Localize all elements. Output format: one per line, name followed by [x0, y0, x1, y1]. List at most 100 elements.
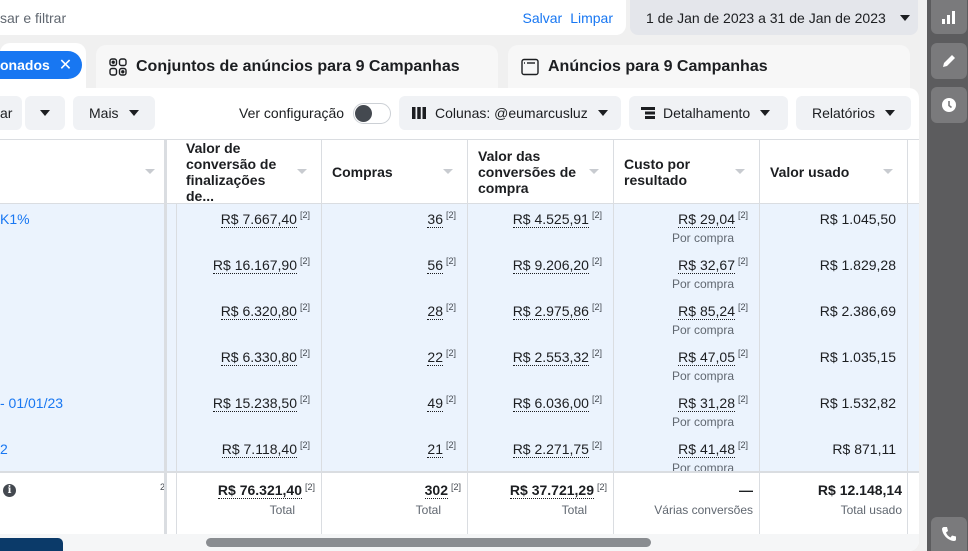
value[interactable]: R$ 31,28	[678, 395, 735, 412]
value[interactable]: R$ 2.271,75	[512, 441, 589, 458]
value[interactable]: 22	[427, 349, 443, 366]
edit-button[interactable]	[931, 43, 967, 79]
value[interactable]: R$ 37.721,29	[509, 482, 594, 499]
campaign-name-link[interactable]: 2	[0, 441, 8, 457]
bar-chart-icon	[942, 11, 955, 24]
right-side-rail	[927, 0, 968, 551]
total-purchase-value: R$ 37.721,29 [2] Total	[468, 473, 607, 539]
value[interactable]: R$ 2.975,86	[512, 303, 589, 320]
column-header-checkout-value[interactable]: Valor de conversão de finalizações de...	[176, 140, 322, 204]
frozen-column-divider[interactable]	[164, 139, 167, 537]
chevron-down-icon	[760, 110, 771, 116]
table-row[interactable]: R$ 6.320,80 [2] 28 [2] R$ 2.975,86 [2] R$ 8…	[0, 296, 919, 342]
total-label: Várias conversões	[654, 503, 753, 517]
value[interactable]: R$ 6.330,80	[220, 349, 297, 366]
value[interactable]: R$ 15.238,50	[212, 395, 297, 412]
total-purchases: 302 [2] Total	[322, 473, 461, 539]
value[interactable]: R$ 29,04	[678, 211, 735, 228]
value[interactable]: 28	[427, 303, 443, 320]
attribution-mark: [2]	[596, 482, 607, 492]
breakdown-button[interactable]: Detalhamento	[629, 96, 788, 130]
search-input[interactable]	[0, 0, 523, 35]
divider	[907, 473, 908, 537]
table-row[interactable]: - 01/01/23 R$ 15.238,50 [2] 49 [2] R$ 6.03…	[0, 388, 919, 434]
more-button[interactable]: Mais	[73, 96, 155, 130]
sort-icon[interactable]	[443, 169, 453, 174]
value[interactable]: R$ 41,48	[678, 441, 735, 458]
divider	[613, 473, 614, 537]
clear-filter-link[interactable]: Limpar	[570, 9, 613, 26]
value[interactable]: R$ 2.553,32	[512, 349, 589, 366]
value[interactable]: 302	[424, 482, 448, 499]
value[interactable]: R$ 7.667,40	[220, 211, 297, 228]
selected-filter-chip[interactable]: onados ✕	[0, 51, 83, 79]
info-icon[interactable]: i	[3, 484, 16, 497]
value[interactable]: R$ 6.320,80	[220, 303, 297, 320]
bottom-bar-button[interactable]	[0, 538, 63, 551]
value[interactable]: R$ 7.118,40	[221, 441, 297, 458]
scrollbar-thumb[interactable]	[206, 538, 651, 547]
value[interactable]: R$ 4.525,91	[512, 211, 589, 228]
attribution-mark: [2]	[445, 440, 456, 450]
close-icon[interactable]: ✕	[58, 57, 73, 74]
amount-spent-cell: R$ 1.035,15	[760, 342, 896, 388]
total-label: Total usado	[840, 503, 902, 517]
columns-icon	[412, 107, 426, 119]
sort-icon[interactable]	[145, 169, 155, 174]
value[interactable]: 36	[427, 211, 443, 228]
charts-button[interactable]	[931, 0, 967, 34]
total-cost-per-result: — Várias conversões	[614, 473, 753, 539]
table-row[interactable]: 2 R$ 7.118,40 [2] 21 [2] R$ 2.271,75 [2] R$…	[0, 434, 919, 471]
sort-icon[interactable]	[735, 169, 745, 174]
attribution-mark: [2]	[299, 256, 310, 266]
table-row[interactable]: R$ 6.330,80 [2] 22 [2] R$ 2.553,32 [2] R$ 4…	[0, 342, 919, 388]
value[interactable]: R$ 16.167,90	[212, 257, 297, 274]
history-button[interactable]	[931, 87, 967, 123]
value[interactable]: 21	[427, 441, 443, 458]
result-type: Por compra	[671, 461, 734, 471]
columns-button[interactable]: Colunas: @eumarcusluz	[399, 96, 621, 130]
value[interactable]: R$ 9.206,20	[512, 257, 589, 274]
sort-icon[interactable]	[883, 169, 893, 174]
value[interactable]: 49	[427, 395, 443, 412]
edit-dropdown-button[interactable]	[25, 96, 65, 130]
value[interactable]: 56	[427, 257, 443, 274]
date-range-picker[interactable]: 1 de Jan de 2023 a 31 de Jan de 2023	[630, 0, 918, 35]
chip-label: onados	[0, 57, 50, 73]
search-bar: Salvar Limpar	[0, 0, 626, 35]
table-header: Valor de conversão de finalizações de...…	[0, 139, 919, 204]
attribution-mark: [2]	[299, 348, 310, 358]
value[interactable]: R$ 32,67	[678, 257, 735, 274]
value: —	[739, 482, 753, 498]
value[interactable]: R$ 6.036,00	[512, 395, 589, 412]
campaign-name-link[interactable]: K1%	[0, 211, 30, 227]
value[interactable]: R$ 47,05	[678, 349, 735, 366]
tab-ads[interactable]: Anúncios para 9 Campanhas	[508, 45, 910, 89]
reports-button[interactable]: Relatórios	[796, 96, 911, 130]
value[interactable]: R$ 85,24	[678, 303, 735, 320]
save-filter-link[interactable]: Salvar	[522, 9, 563, 26]
sort-icon[interactable]	[297, 169, 307, 174]
attribution-mark: [2]	[299, 440, 310, 450]
edit-button[interactable]: ar	[0, 96, 22, 130]
total-label: Total	[415, 503, 441, 517]
purchase-value-cell: R$ 9.206,20 [2]	[468, 250, 602, 296]
support-call-button[interactable]	[931, 517, 967, 551]
sort-icon[interactable]	[589, 169, 599, 174]
attribution-mark: [2]	[445, 302, 456, 312]
amount-spent-cell: R$ 871,11	[760, 434, 896, 471]
column-header-cost-per-result[interactable]: Custo por resultado	[614, 140, 760, 204]
tab-ad-sets[interactable]: Conjuntos de anúncios para 9 Campanhas	[96, 45, 498, 89]
value[interactable]: R$ 76.321,40	[217, 482, 302, 499]
table-row[interactable]: R$ 16.167,90 [2] 56 [2] R$ 9.206,20 [2] R$ …	[0, 250, 919, 296]
value: R$ 2.386,69	[819, 303, 896, 319]
column-header-purchase-value[interactable]: Valor das conversões de compra	[468, 140, 614, 204]
view-settings-toggle[interactable]	[353, 103, 391, 124]
horizontal-scrollbar[interactable]	[0, 534, 919, 551]
column-header-name[interactable]	[0, 140, 165, 204]
campaign-name-link[interactable]: - 01/01/23	[0, 395, 64, 411]
table-row[interactable]: K1% R$ 7.667,40 [2] 36 [2] R$ 4.525,91 [2] …	[0, 204, 919, 250]
column-header-purchases[interactable]: Compras	[322, 140, 468, 204]
purchase-value-cell: R$ 2.271,75 [2]	[468, 434, 602, 471]
column-header-amount-spent[interactable]: Valor usado	[760, 140, 908, 204]
